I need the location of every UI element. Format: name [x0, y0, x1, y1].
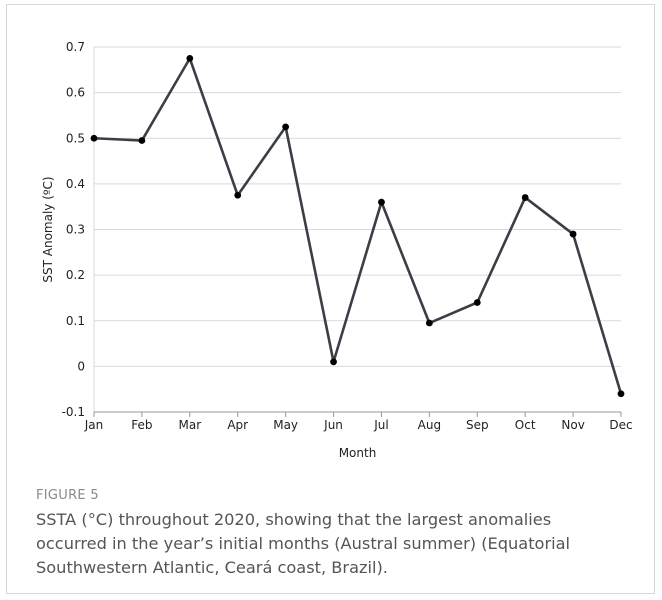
figure-caption: SSTA (°C) throughout 2020, showing that … — [36, 510, 571, 577]
data-point — [569, 230, 577, 238]
y-tick-label: 0.6 — [66, 86, 85, 100]
data-point — [234, 191, 242, 199]
y-tick-label: 0.7 — [66, 40, 85, 54]
data-point — [378, 198, 385, 206]
data-point — [473, 299, 481, 306]
x-tick-label: May — [273, 418, 298, 432]
sst-anomaly-chart: -0.1 0 0.1 0.2 0.3 0.4 0.5 0.6 0.7 Jan Feb Mar Apr M… — [41, 40, 633, 460]
x-tick-label: Mar — [178, 418, 201, 432]
data-point — [521, 194, 529, 201]
x-tick-label: Aug — [418, 418, 441, 432]
x-tick-label: Jun — [323, 418, 343, 432]
y-tick-label: 0.1 — [66, 314, 85, 328]
y-tick-label: 0.2 — [66, 268, 85, 282]
y-tick-label: 0.4 — [66, 177, 85, 191]
grid-lines — [94, 46, 621, 367]
data-point — [330, 358, 337, 366]
x-tick-label: Jan — [84, 418, 104, 432]
axes — [93, 47, 622, 417]
figure-label: FIGURE 5 — [36, 488, 99, 503]
data-point — [90, 134, 98, 142]
x-tick-label: Apr — [227, 418, 248, 432]
x-tick-label: Feb — [131, 418, 152, 432]
figure-frame — [6, 4, 655, 594]
data-point — [282, 123, 290, 131]
data-point — [617, 390, 625, 398]
data-point — [138, 137, 146, 144]
x-tick-label: Sep — [466, 418, 489, 432]
x-tick-label: Dec — [609, 418, 632, 432]
x-tick-labels: Jan Feb Mar Apr May Jun Jul Aug Sep Oct Nov Dec — [84, 418, 633, 432]
data-point — [425, 319, 433, 327]
x-axis-title: Month — [339, 446, 377, 460]
y-axis-title: SST Anomaly (ºC) — [41, 176, 55, 282]
y-tick-label: 0.3 — [66, 223, 85, 237]
y-tick-label: 0 — [77, 359, 85, 373]
y-tick-labels: -0.1 0 0.1 0.2 0.3 0.4 0.5 0.6 0.7 — [62, 40, 85, 419]
data-point — [186, 55, 194, 62]
y-tick-label: 0.5 — [66, 131, 85, 145]
series-group — [90, 55, 625, 398]
y-tick-label: -0.1 — [62, 405, 85, 419]
x-tick-label: Oct — [515, 418, 536, 432]
x-tick-label: Nov — [561, 418, 584, 432]
series-line — [93, 55, 623, 395]
x-tick-label: Jul — [373, 418, 388, 432]
